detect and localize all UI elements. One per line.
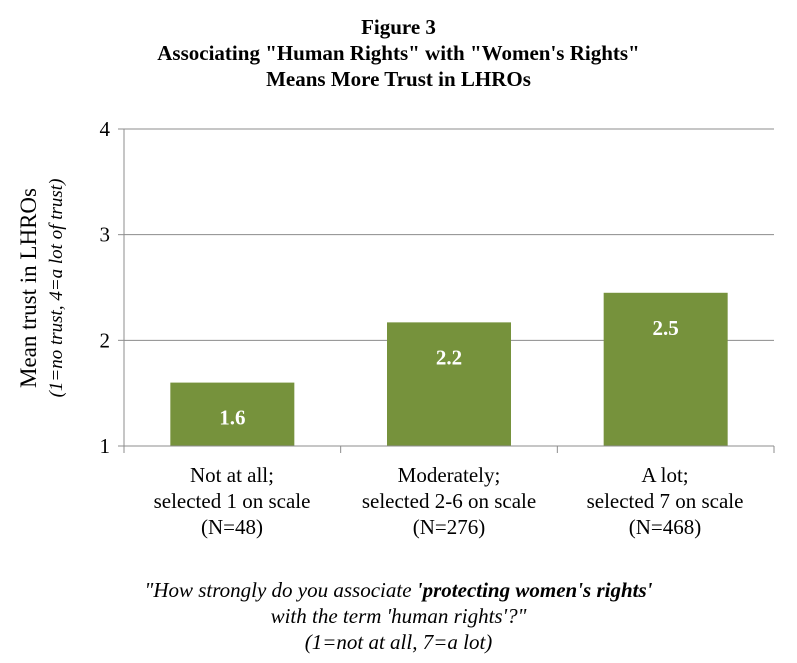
x-category-line: Not at all;	[190, 463, 274, 487]
question-line-1: "How strongly do you associate 'protecti…	[0, 577, 797, 603]
x-category-line: (N=276)	[412, 515, 486, 539]
x-category-line: selected 1 on scale	[153, 489, 311, 513]
x-category-moderately: Moderately; selected 2-6 on scale (N=276…	[339, 462, 559, 540]
chart-title: Figure 3 Associating "Human Rights" with…	[0, 14, 797, 92]
y-axis-title: Mean trust in LHROs	[16, 188, 41, 388]
title-line-2: Associating "Human Rights" with "Women's…	[157, 41, 640, 65]
x-axis-question: "How strongly do you associate 'protecti…	[0, 577, 797, 655]
x-category-line: (N=468)	[628, 515, 702, 539]
title-line-1: Figure 3	[361, 15, 436, 39]
question-prefix: "How strongly do you associate	[144, 578, 417, 602]
question-line-3: (1=not at all, 7=a lot)	[304, 630, 493, 654]
bar-data-label: 1.6	[219, 406, 245, 430]
x-category-line: selected 2-6 on scale	[361, 489, 537, 513]
bar	[387, 322, 511, 446]
y-tick-label: 1	[100, 434, 111, 458]
x-category-line: (N=48)	[201, 515, 263, 539]
bar	[170, 382, 295, 446]
x-category-a-lot: A lot; selected 7 on scale (N=468)	[555, 462, 775, 540]
y-axis-label: Mean trust in LHROs (1=no trust, 4=a lot…	[14, 78, 78, 498]
question-line-2: with the term 'human rights'?"	[270, 604, 527, 628]
y-tick-label: 3	[100, 223, 111, 247]
title-line-3: Means More Trust in LHROs	[266, 67, 531, 91]
bar	[603, 292, 728, 446]
x-category-line: Moderately;	[397, 463, 501, 487]
y-tick-label: 2	[100, 328, 111, 352]
x-category-not-at-all: Not at all; selected 1 on scale (N=48)	[122, 462, 342, 540]
x-category-line: selected 7 on scale	[586, 489, 744, 513]
bar-data-label: 2.5	[653, 316, 679, 340]
y-axis-subtitle: (1=no trust, 4=a lot of trust)	[46, 178, 67, 398]
y-tick-label: 4	[100, 117, 111, 141]
question-emphasis: 'protecting women's rights'	[416, 578, 653, 602]
bar-data-label: 2.2	[436, 345, 462, 369]
x-category-line: A lot;	[641, 463, 689, 487]
